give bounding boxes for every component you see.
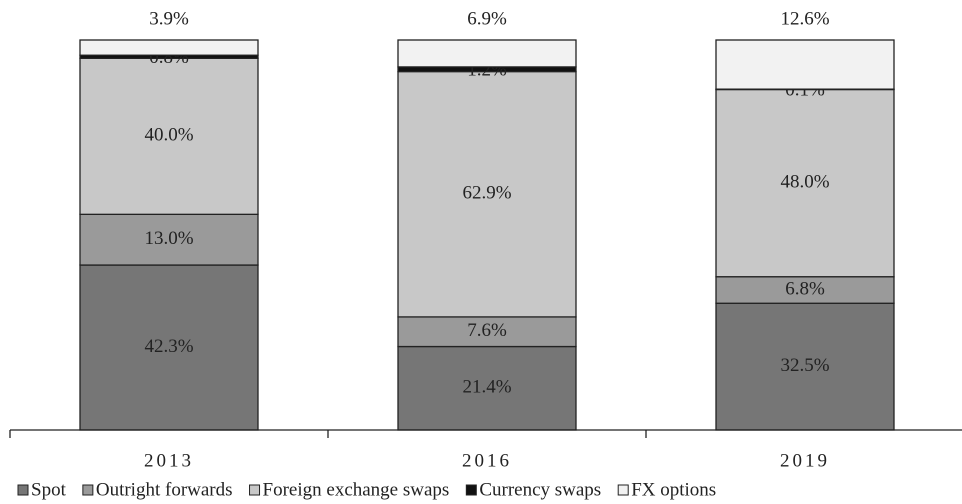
value-label: 40.0% [144, 125, 193, 146]
x-tick-label: 2013 [144, 450, 194, 471]
legend-swatch [82, 484, 94, 496]
value-label: 62.9% [462, 183, 511, 204]
value-label: 6.9% [467, 8, 507, 29]
legend-label: FX options [631, 479, 716, 500]
legend-label: Outright forwards [96, 479, 233, 500]
bar-segment [715, 39, 895, 90]
legend-swatch [617, 484, 629, 496]
value-label: 42.3% [144, 336, 193, 357]
legend-label: Foreign exchange swaps [263, 479, 450, 500]
value-label: 6.8% [785, 278, 825, 299]
legend-swatch [17, 484, 29, 496]
bar-segment [79, 213, 259, 266]
bar-segment [715, 88, 895, 278]
value-label: 7.6% [467, 320, 507, 341]
value-label: 13.0% [144, 228, 193, 249]
value-label: 21.4% [462, 377, 511, 398]
legend-swatch [465, 484, 477, 496]
bar-segment [397, 345, 577, 431]
legend-label: Spot [31, 479, 67, 500]
bar-segment [79, 39, 259, 56]
bar-segment [715, 302, 895, 431]
legend-swatch [249, 484, 261, 496]
x-tick-label: 2019 [780, 450, 830, 471]
value-label: 12.6% [780, 8, 829, 29]
value-label: 3.9% [149, 8, 189, 29]
legend-label: Currency swaps [479, 479, 601, 500]
value-label: 48.0% [780, 171, 829, 192]
bar-segment [79, 264, 259, 431]
bar-segment [397, 39, 577, 68]
x-tick-label: 2016 [462, 450, 512, 471]
value-label: 32.5% [780, 355, 829, 376]
